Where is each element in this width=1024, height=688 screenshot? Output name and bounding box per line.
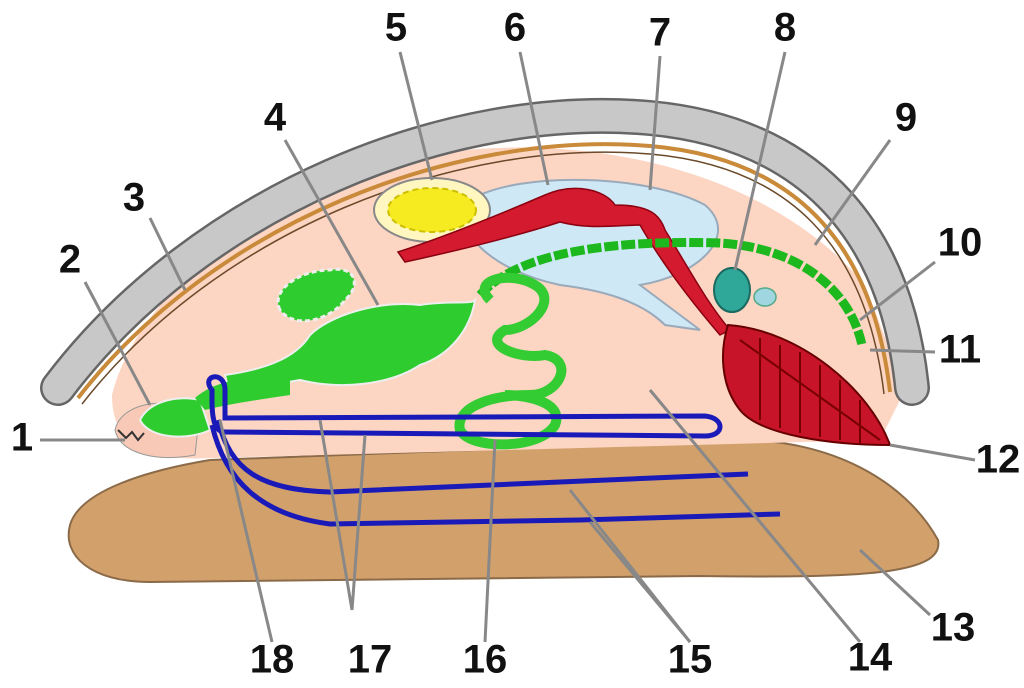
atrium-2 bbox=[754, 288, 776, 306]
label: 7 bbox=[649, 11, 671, 55]
label: 4 bbox=[264, 96, 287, 140]
label: 2 bbox=[59, 238, 81, 282]
label: 8 bbox=[774, 6, 796, 50]
label: 6 bbox=[504, 6, 526, 50]
label: 9 bbox=[895, 96, 917, 140]
foot bbox=[69, 440, 939, 582]
atrium bbox=[714, 268, 750, 312]
page: 1 2 3 4 5 6 7 8 9 10 11 12 13 14 15 16 1… bbox=[0, 0, 1024, 688]
label: 15 bbox=[668, 638, 713, 682]
label: 3 bbox=[123, 176, 145, 220]
label: 1 bbox=[11, 416, 33, 460]
chiton-diagram: 1 2 3 4 5 6 7 8 9 10 11 12 13 14 15 16 1… bbox=[0, 0, 1024, 688]
label: 12 bbox=[976, 438, 1021, 482]
label: 14 bbox=[848, 636, 893, 680]
label: 5 bbox=[385, 6, 407, 50]
label: 16 bbox=[463, 638, 508, 682]
label: 17 bbox=[348, 638, 393, 682]
label: 13 bbox=[931, 606, 976, 650]
label: 10 bbox=[938, 221, 983, 265]
yellow-organ-inner bbox=[388, 188, 476, 232]
label: 18 bbox=[250, 638, 295, 682]
label: 11 bbox=[939, 328, 981, 372]
